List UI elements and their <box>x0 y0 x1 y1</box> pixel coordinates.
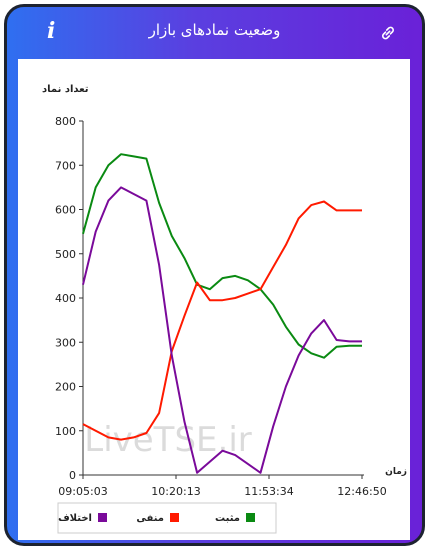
y-tick-label: 0 <box>69 469 76 482</box>
y-tick-label: 300 <box>55 336 76 349</box>
series-line <box>82 153 362 359</box>
legend-label: منفی <box>136 513 164 524</box>
x-tick-label: 11:53:34 <box>244 485 293 498</box>
x-tick-label: 09:05:03 <box>58 485 107 498</box>
legend-swatch <box>98 513 107 522</box>
y-tick-label: 800 <box>55 115 76 128</box>
x-axis-label: زمان <box>385 467 407 477</box>
chart-card: تعداد نماد LiveTSE.ir 0 100 200 300 400 500 60… <box>18 59 410 540</box>
legend: مثبت منفی اختلاف <box>57 502 277 534</box>
chart: تعداد نماد LiveTSE.ir 0 100 200 300 400 500 60… <box>42 84 407 534</box>
link-icon[interactable] <box>378 23 398 43</box>
y-tick-label: 600 <box>55 204 76 217</box>
app-frame: i وضعیت نمادهای بازار تعداد نماد LiveTSE… <box>4 4 425 546</box>
legend-label: مثبت <box>215 513 240 524</box>
series-line <box>82 200 362 441</box>
y-tick-label: 200 <box>55 381 76 394</box>
y-tick-label: 700 <box>55 159 76 172</box>
watermark: LiveTSE.ir <box>84 420 252 460</box>
series-lines <box>82 153 362 474</box>
legend-swatch <box>246 513 255 522</box>
header: i وضعیت نمادهای بازار <box>7 7 422 59</box>
legend-swatch <box>170 513 179 522</box>
legend-label: اختلاف <box>58 513 92 524</box>
x-tick-label: 12:46:50 <box>337 485 386 498</box>
info-icon[interactable]: i <box>47 18 56 44</box>
page-title: وضعیت نمادهای بازار <box>148 21 281 39</box>
axes: 0 100 200 300 400 500 600 700 800 09:05:03 10:20:1… <box>55 115 387 498</box>
x-tick-label: 10:20:13 <box>151 485 200 498</box>
y-tick-label: 100 <box>55 425 76 438</box>
y-tick-label: 400 <box>55 292 76 305</box>
y-axis-label: تعداد نماد <box>42 84 89 95</box>
y-tick-label: 500 <box>55 248 76 261</box>
series-line <box>82 186 362 474</box>
